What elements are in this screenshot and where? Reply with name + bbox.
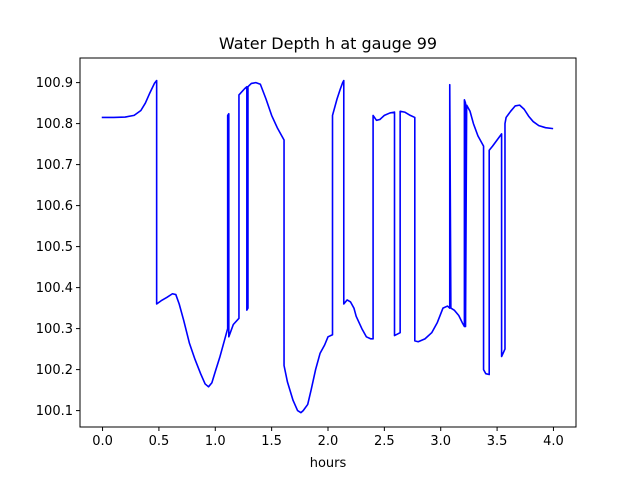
x-tick-label: 2.5 (374, 434, 395, 449)
y-tick-label: 100.2 (36, 363, 73, 378)
y-tick-label: 100.3 (36, 322, 73, 337)
x-tick-label: 3.5 (487, 434, 508, 449)
plot-area: 0.0 0.5 1.0 1.5 2.0 2.5 3.0 3.5 4.0 100.1 100.2 100… (36, 57, 577, 449)
x-tick-label: 3.0 (430, 434, 451, 449)
series-line-0 (101, 79, 554, 414)
x-tick-label: 2.0 (318, 434, 339, 449)
y-tick-label: 100.6 (36, 199, 73, 214)
x-tick-label: 0.0 (92, 434, 113, 449)
chart-title: Water Depth h at gauge 99 (219, 34, 437, 53)
y-tick-label: 100.4 (36, 281, 73, 296)
x-tick-label: 1.5 (261, 434, 282, 449)
x-tick-label: 1.0 (205, 434, 226, 449)
x-axis-label: hours (310, 456, 347, 471)
y-tick-label: 100.9 (36, 76, 73, 91)
y-tick-label: 100.1 (36, 404, 73, 419)
y-tick-label: 100.8 (36, 117, 73, 132)
y-tick-label: 100.7 (36, 158, 73, 173)
x-tick-label: 4.0 (543, 434, 564, 449)
y-tick-label: 100.5 (36, 240, 73, 255)
x-tick-label: 0.5 (149, 434, 170, 449)
